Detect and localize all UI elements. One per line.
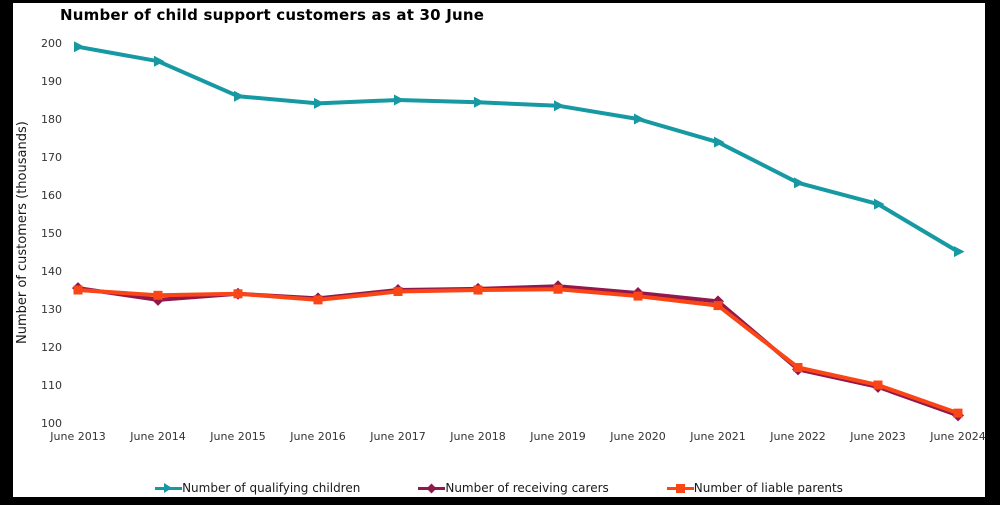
y-tick-label: 100 <box>41 417 62 430</box>
series-line <box>76 44 960 254</box>
data-point-marker <box>73 285 83 295</box>
y-tick-label: 150 <box>41 227 62 240</box>
y-tick-label: 160 <box>41 189 62 202</box>
x-tick-label: June 2023 <box>849 430 905 443</box>
data-point-marker <box>634 113 645 125</box>
chart-panel: Number of child support customers as at … <box>13 3 985 497</box>
chart-legend: Number of qualifying children Number of … <box>13 481 985 495</box>
data-point-marker <box>474 96 485 108</box>
x-tick-label: June 2014 <box>129 430 185 443</box>
legend-item-qualifying-children: Number of qualifying children <box>155 481 360 495</box>
data-point-marker <box>154 55 165 67</box>
data-point-marker <box>714 136 725 148</box>
data-point-marker <box>314 97 325 109</box>
x-tick-label: June 2019 <box>529 430 585 443</box>
x-tick-label: June 2020 <box>609 430 665 443</box>
data-point-marker <box>233 289 243 299</box>
y-tick-label: 200 <box>41 37 62 50</box>
data-point-marker <box>953 408 963 418</box>
data-point-marker <box>74 41 85 53</box>
series-line <box>76 284 960 418</box>
y-tick-label: 110 <box>41 379 62 392</box>
data-point-marker <box>793 363 803 373</box>
data-point-marker <box>794 177 805 189</box>
legend-label: Number of liable parents <box>693 481 843 495</box>
x-tick-label: June 2021 <box>689 430 745 443</box>
x-tick-label: June 2022 <box>769 430 825 443</box>
chart-title: Number of child support customers as at … <box>60 6 485 24</box>
y-tick-label: 190 <box>41 75 62 88</box>
y-tick-label: 140 <box>41 265 62 278</box>
data-point-marker <box>394 94 405 106</box>
y-tick-label: 120 <box>41 341 62 354</box>
x-tick-label: June 2013 <box>49 430 105 443</box>
data-point-marker <box>633 291 643 301</box>
legend-item-liable-parents: Number of liable parents <box>666 481 843 495</box>
x-tick-label: June 2016 <box>289 430 345 443</box>
x-tick-label: June 2024 <box>929 430 985 443</box>
data-point-marker <box>713 301 723 311</box>
teal-triangle-line-icon <box>155 482 183 494</box>
y-tick-label: 180 <box>41 113 62 126</box>
data-point-marker <box>554 100 565 112</box>
y-tick-label: 130 <box>41 303 62 316</box>
legend-label: Number of receiving carers <box>445 481 609 495</box>
x-tick-label: June 2017 <box>369 430 425 443</box>
data-point-marker <box>234 90 245 102</box>
orange-square-line-icon <box>666 482 694 494</box>
data-point-marker <box>393 287 403 297</box>
data-point-marker <box>874 198 885 210</box>
data-point-marker <box>473 285 483 295</box>
data-point-marker <box>553 284 563 294</box>
legend-item-receiving-carers: Number of receiving carers <box>418 481 609 495</box>
y-tick-label: 170 <box>41 151 62 164</box>
data-point-marker <box>954 246 965 258</box>
series-line <box>76 287 960 416</box>
x-tick-label: June 2015 <box>209 430 265 443</box>
data-point-marker <box>153 290 163 300</box>
data-point-marker <box>873 380 883 390</box>
data-point-marker <box>313 295 323 305</box>
legend-label: Number of qualifying children <box>182 481 361 495</box>
maroon-diamond-line-icon <box>418 482 446 494</box>
x-tick-label: June 2018 <box>449 430 505 443</box>
